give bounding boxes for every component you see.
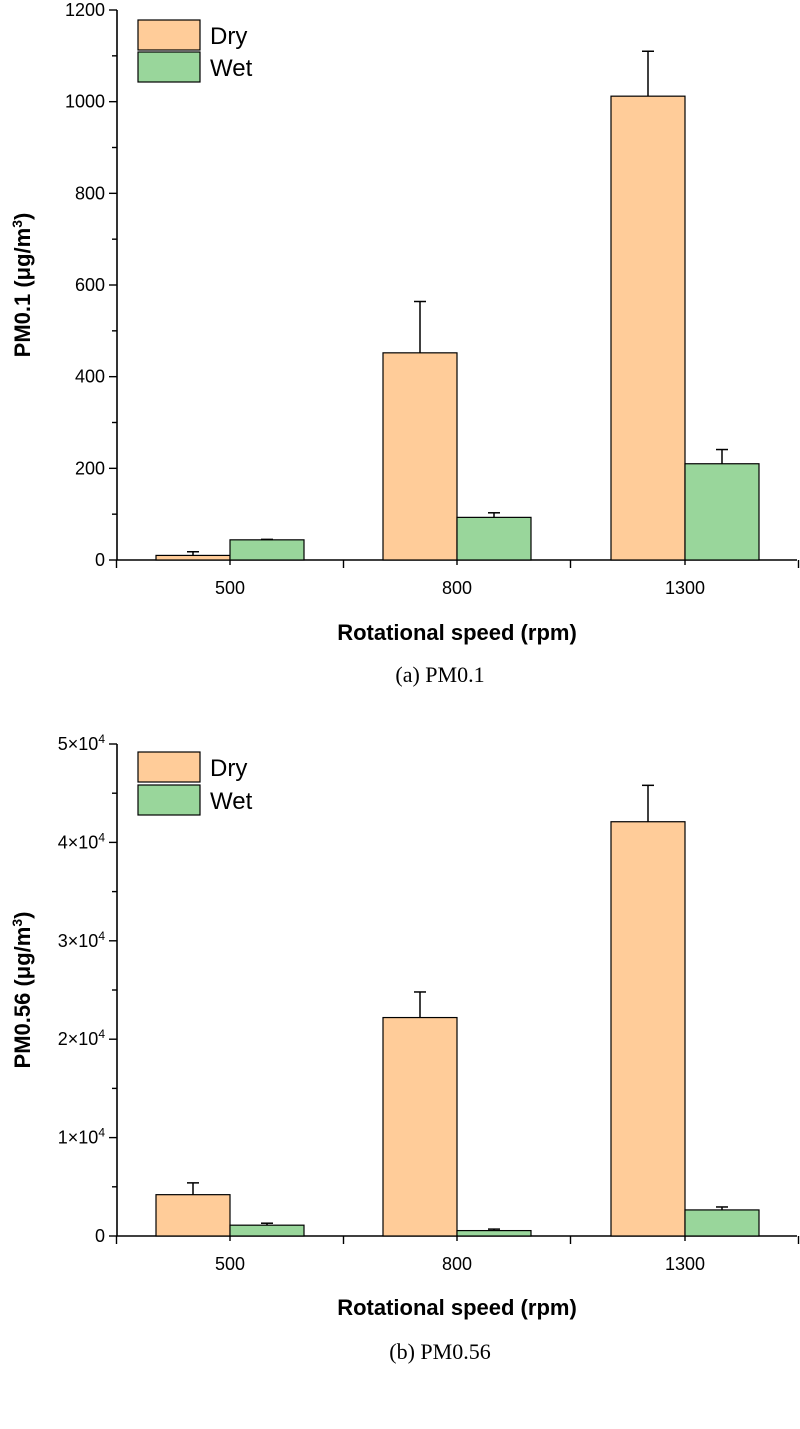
x-tick-label: 800 — [442, 1254, 472, 1274]
bar-dry-1300 — [610, 95, 686, 561]
bar-wet-1300 — [684, 463, 760, 561]
x-tick-label: 800 — [442, 578, 472, 598]
y-tick-label: 2×104 — [58, 1027, 106, 1049]
x-tick-label: 1300 — [665, 578, 705, 598]
legend-label-wet: Wet — [210, 788, 253, 815]
y-tick-label-exponent: 4 — [98, 1126, 105, 1140]
y-tick-label: 800 — [75, 183, 105, 203]
y-axis-title-close: ) — [10, 912, 35, 919]
y-tick-label-exponent: 4 — [98, 830, 105, 844]
y-axis-title: PM0.1 (μg/m3) — [9, 213, 35, 358]
y-tick-label-main: 0 — [95, 1226, 105, 1246]
bar-dry-500 — [155, 1194, 231, 1237]
y-axis-title-close: ) — [10, 213, 35, 220]
y-tick-label: 0 — [95, 1226, 105, 1246]
bar-dry-500 — [155, 554, 231, 561]
y-tick-label: 1000 — [65, 92, 105, 112]
y-tick-label-main: 0 — [95, 550, 105, 570]
y-axis-title: PM0.56 (μg/m3) — [9, 912, 35, 1069]
y-tick-label-main: 1×10 — [58, 1128, 99, 1148]
y-tick-label-main: 800 — [75, 183, 105, 203]
figure-caption: (b) PM0.56 — [389, 1339, 490, 1364]
x-tick-label: 500 — [215, 1254, 245, 1274]
bar-wet-800 — [456, 1229, 532, 1237]
y-tick-label: 200 — [75, 458, 105, 478]
x-tick-label: 1300 — [665, 1254, 705, 1274]
legend-swatch-dry — [137, 19, 201, 51]
y-tick-label: 0 — [95, 550, 105, 570]
y-tick-label-main: 5×10 — [58, 734, 99, 754]
bar-dry-800 — [382, 352, 458, 561]
y-tick-label: 1×104 — [58, 1126, 106, 1148]
y-axis-title-main: PM0.1 (μg/m — [10, 228, 35, 358]
y-tick-label: 4×104 — [58, 830, 106, 852]
y-tick-label-main: 4×10 — [58, 832, 99, 852]
legend-label-dry: Dry — [210, 23, 247, 50]
bar-wet-800 — [456, 516, 532, 561]
y-tick-label: 3×104 — [58, 929, 106, 951]
legend-label-dry: Dry — [210, 755, 247, 782]
chart-pm01: 0 200 400 600 800 1000 1200 500 800 1300 Dry Wet Rot… — [9, 0, 800, 687]
legend-swatch-wet — [137, 784, 201, 816]
y-tick-label-exponent: 4 — [98, 929, 105, 943]
bar-wet-500 — [229, 1224, 305, 1237]
y-axis-title-sup: 3 — [9, 919, 25, 927]
bar-dry-1300 — [610, 821, 686, 1237]
y-axis-title-sup: 3 — [9, 220, 25, 228]
bar-dry-800 — [382, 1016, 458, 1237]
y-tick-label: 1200 — [65, 0, 105, 20]
x-axis-title: Rotational speed (rpm) — [337, 1295, 577, 1320]
y-tick-label-main: 2×10 — [58, 1029, 99, 1049]
y-tick-label: 600 — [75, 275, 105, 295]
y-tick-label-main: 1000 — [65, 92, 105, 112]
y-tick-label-main: 400 — [75, 367, 105, 387]
legend-label-wet: Wet — [210, 55, 253, 82]
bar-wet-500 — [229, 539, 305, 561]
y-tick-label-main: 3×10 — [58, 931, 99, 951]
y-tick-label: 400 — [75, 367, 105, 387]
y-tick-label-main: 1200 — [65, 0, 105, 20]
x-tick-label: 500 — [215, 578, 245, 598]
y-tick-label-main: 600 — [75, 275, 105, 295]
legend-swatch-dry — [137, 751, 201, 783]
figure-caption: (a) PM0.1 — [395, 662, 484, 687]
y-tick-label-exponent: 4 — [98, 732, 105, 746]
y-axis-title-main: PM0.56 (μg/m — [10, 927, 35, 1069]
bar-wet-1300 — [684, 1209, 760, 1237]
y-tick-label-exponent: 4 — [98, 1027, 105, 1041]
y-tick-label-main: 200 — [75, 458, 105, 478]
y-tick-label: 5×104 — [58, 732, 106, 754]
legend-swatch-wet — [137, 51, 201, 83]
x-axis-title: Rotational speed (rpm) — [337, 620, 577, 645]
